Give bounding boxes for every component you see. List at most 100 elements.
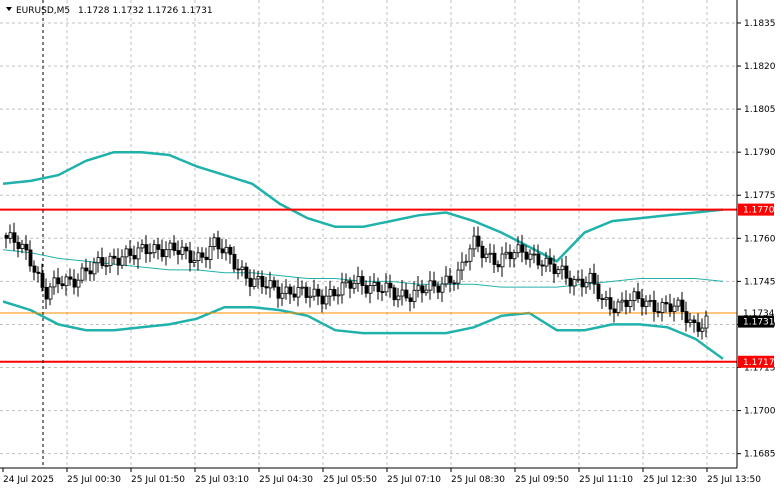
candle-body-up bbox=[224, 246, 229, 254]
candle-body-up bbox=[504, 251, 509, 255]
ohlc-readout: 1.1728 1.1732 1.1726 1.1731 bbox=[78, 6, 213, 16]
candle bbox=[568, 270, 573, 294]
price-badge bbox=[738, 355, 774, 368]
y-tick-label: 1.1790 bbox=[744, 148, 776, 158]
candle bbox=[700, 318, 705, 340]
candle-body-up bbox=[704, 315, 709, 329]
candle bbox=[100, 247, 105, 269]
candle bbox=[636, 282, 641, 303]
candle-body-down bbox=[684, 311, 689, 324]
y-tick-label: 1.1835 bbox=[744, 19, 776, 29]
candle-body-up bbox=[256, 276, 261, 280]
candle bbox=[72, 269, 77, 295]
candle bbox=[580, 269, 585, 297]
candle-body-up bbox=[336, 294, 341, 297]
candle-body-down bbox=[492, 252, 497, 265]
candle bbox=[476, 226, 481, 253]
candle-body-up bbox=[500, 253, 505, 268]
candle bbox=[532, 244, 537, 264]
candle bbox=[548, 248, 553, 273]
candle-body-down bbox=[592, 272, 597, 285]
candle-body-up bbox=[672, 305, 677, 313]
candle bbox=[416, 275, 421, 298]
candle bbox=[560, 258, 565, 280]
candle bbox=[496, 260, 501, 273]
candle bbox=[144, 235, 149, 263]
candle-body-up bbox=[308, 295, 313, 298]
price-badge bbox=[738, 315, 774, 328]
candle-body-down bbox=[608, 297, 613, 310]
candle-body-up bbox=[456, 269, 461, 284]
candle bbox=[152, 239, 157, 259]
candle bbox=[376, 277, 381, 300]
candle-body-down bbox=[16, 241, 21, 249]
candle-body-down bbox=[188, 250, 193, 263]
candle bbox=[108, 252, 113, 274]
candle bbox=[464, 254, 469, 267]
candle-body-up bbox=[620, 299, 625, 303]
candle bbox=[20, 239, 25, 254]
candle bbox=[352, 274, 357, 294]
candle-body-up bbox=[240, 266, 245, 270]
candle bbox=[584, 276, 589, 294]
candle-body-up bbox=[468, 248, 473, 262]
candle bbox=[132, 245, 137, 265]
candle-body-up bbox=[252, 278, 257, 287]
candle-body-down bbox=[232, 253, 237, 270]
candle-body-down bbox=[408, 297, 413, 302]
candle bbox=[596, 274, 601, 302]
candle bbox=[228, 244, 233, 264]
candle bbox=[640, 288, 645, 316]
candle-body-down bbox=[144, 244, 149, 255]
candle-body-up bbox=[368, 285, 373, 294]
candle-body-down bbox=[668, 303, 673, 313]
candle bbox=[588, 268, 593, 290]
candle bbox=[324, 286, 329, 310]
candle-body-up bbox=[356, 276, 361, 284]
candle-body-up bbox=[660, 302, 665, 313]
horizontal-levels bbox=[0, 208, 737, 363]
candle bbox=[276, 279, 281, 308]
candle bbox=[420, 279, 425, 303]
candle-body-down bbox=[172, 242, 177, 251]
y-tick-label: 1.1745 bbox=[744, 277, 776, 287]
candle-body-up bbox=[324, 295, 329, 305]
candle-body-down bbox=[84, 267, 89, 272]
candle-body-up bbox=[384, 282, 389, 293]
candle-body-down bbox=[40, 273, 45, 288]
triangle-down-icon[interactable] bbox=[6, 7, 12, 11]
candle-body-down bbox=[600, 298, 605, 300]
candle-body-up bbox=[20, 243, 25, 249]
candle-body-up bbox=[312, 288, 317, 297]
candle bbox=[116, 248, 121, 276]
candle bbox=[612, 300, 617, 323]
candle bbox=[84, 258, 89, 281]
candle-body-up bbox=[628, 300, 633, 308]
candle bbox=[696, 313, 701, 338]
candle bbox=[104, 256, 109, 276]
candle bbox=[448, 267, 453, 293]
candle-body-up bbox=[344, 280, 349, 284]
candle-body-down bbox=[160, 249, 165, 258]
candle-body-up bbox=[192, 260, 197, 263]
candle-body-down bbox=[272, 280, 277, 288]
candle bbox=[112, 248, 117, 265]
candle-body-up bbox=[532, 253, 537, 256]
candle bbox=[392, 284, 397, 307]
candle-body-down bbox=[420, 285, 425, 294]
candle-body-up bbox=[352, 282, 357, 289]
grid bbox=[0, 0, 737, 468]
candle-body-down bbox=[4, 235, 9, 239]
candle-body-up bbox=[472, 235, 477, 250]
candle-body-up bbox=[300, 286, 305, 289]
candle bbox=[68, 268, 73, 286]
candle bbox=[480, 240, 485, 268]
y-tick-label: 1.1700 bbox=[744, 407, 776, 417]
x-tick-labels: 24 Jul 2025 25 Jul 00:30 25 Jul 01:50 25 Ju… bbox=[2, 468, 761, 485]
candle bbox=[288, 283, 293, 304]
bollinger-lower bbox=[2, 300, 724, 360]
candle-body-down bbox=[476, 235, 481, 247]
candle-body-down bbox=[72, 278, 77, 288]
candle bbox=[304, 282, 309, 304]
candle-body-up bbox=[428, 280, 433, 291]
